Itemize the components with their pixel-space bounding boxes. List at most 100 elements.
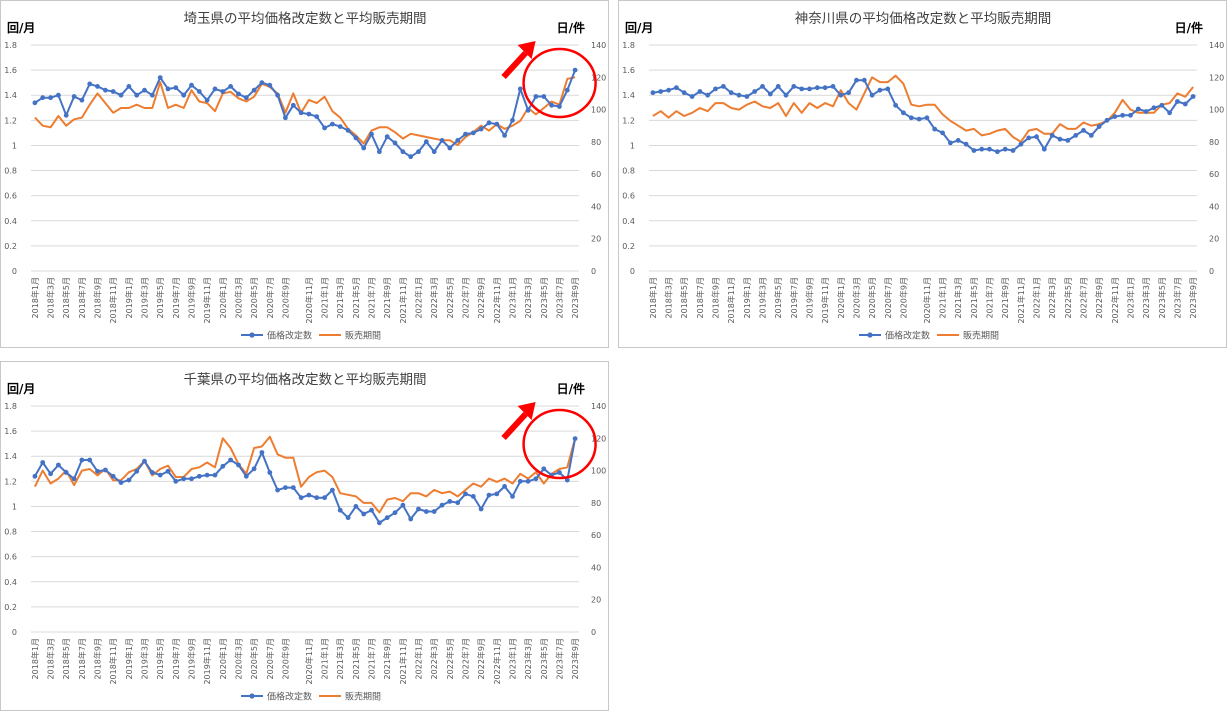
price-revisions-point [564,87,570,93]
price-revisions-point [361,511,367,517]
x-tick-label: 2019年11月 [202,277,212,324]
price-revisions-point [126,84,132,89]
x-tick-label: 2020年5月 [867,277,877,318]
price-revisions-point [400,502,406,508]
price-revisions-point [533,476,539,482]
price-revisions-point [71,94,77,99]
x-tick-label: 2023年5月 [1157,277,1167,318]
x-tick-label: 2019年11月 [202,638,212,685]
price-revisions-point [807,86,812,92]
y-left-tick-label: 1.6 [4,427,17,436]
price-revisions-point [181,476,187,482]
price-revisions-point [275,487,280,493]
price-revisions-point [705,92,711,98]
x-tick-label: 2020年5月 [249,638,259,679]
price-revisions-point [885,86,891,92]
price-revisions-point [95,468,100,474]
y-left-tick-label: 1.6 [622,66,635,75]
x-tick-label: 2021年5月 [351,277,361,318]
price-revisions-line [34,438,577,524]
price-revisions-line [34,69,577,158]
y-left-tick-label: 1 [12,502,17,511]
price-revisions-point [948,140,953,146]
price-revisions-point [1182,101,1188,107]
price-revisions-point [971,148,977,153]
price-revisions-point [149,470,155,475]
price-revisions-point [369,507,374,513]
price-revisions-point [901,110,906,116]
x-tick-label: 2022年5月 [445,277,455,318]
price-revisions-point [963,141,969,147]
price-revisions-point [1135,106,1141,112]
legend-price-revisions-marker [249,693,255,699]
highlight-arrow-shaft [501,411,528,441]
y-right-tick-label: 120 [1209,73,1224,82]
x-tick-label: 2022年1月 [414,277,424,318]
price-revisions-point [1057,136,1063,142]
price-revisions-point [736,92,742,98]
x-tick-label: 2020年9月 [280,277,290,318]
x-tick-label: 2022年11月 [492,638,502,685]
price-revisions-point [494,121,500,127]
chart-title: 埼玉県の平均価格改定数と平均販売期間 [184,11,427,27]
x-tick-label: 2021年3月 [335,638,345,679]
x-tick-label: 2018年11月 [108,277,118,324]
price-revisions-point [63,470,69,475]
price-revisions-point [220,463,226,469]
price-revisions-point [689,94,695,99]
x-tick-label: 2021年1月 [320,638,330,679]
x-tick-label: 2018年9月 [711,277,721,318]
price-revisions-point [243,95,249,101]
price-revisions-point [384,134,390,140]
x-tick-label: 2019年9月 [186,638,196,679]
price-revisions-point [228,84,234,89]
price-revisions-point [259,80,265,86]
y-left-tick-label: 0.6 [4,553,17,562]
price-revisions-point [32,473,38,479]
price-revisions-point [353,504,359,509]
x-tick-label: 2021年1月 [938,277,948,318]
price-revisions-point [1143,109,1149,114]
price-revisions-point [502,133,507,138]
price-revisions-point [517,86,523,92]
x-tick-label: 2021年9月 [382,638,392,679]
y-right-tick-label: 60 [591,170,601,179]
x-tick-label: 2019年1月 [124,638,134,679]
highlight-circle [522,47,597,119]
x-tick-label: 2022年5月 [1063,277,1073,318]
price-revisions-point [142,87,147,93]
price-revisions-point [142,458,147,464]
price-revisions-point [228,457,234,463]
x-tick-label: 2019年3月 [758,277,768,318]
y-left-tick-label: 1.2 [622,116,635,125]
price-revisions-point [525,107,531,113]
x-tick-label: 2020年7月 [265,638,275,679]
legend-price-revisions-label: 価格改定数 [267,691,312,703]
price-revisions-point [439,502,445,508]
price-revisions-point [854,77,859,83]
price-revisions-point [306,111,312,117]
price-revisions-point [791,84,797,89]
price-revisions-point [63,112,69,118]
y-left-tick-label: 1.4 [622,91,635,100]
price-revisions-point [204,97,210,103]
price-revisions-point [330,121,335,127]
x-tick-label: 2022年9月 [476,277,486,318]
price-revisions-point [259,450,265,455]
y-right-tick-label: 20 [591,235,601,244]
price-revisions-point [290,485,296,490]
legend-sale-period-label: 販売期間 [345,691,381,703]
legend-sale-period-label: 販売期間 [963,330,999,342]
y-left-tick-label: 1 [630,141,635,150]
price-revisions-point [181,92,187,98]
price-revisions-point [830,84,836,89]
price-revisions-point [165,86,171,92]
price-revisions-point [423,139,429,145]
price-revisions-point [932,126,938,132]
x-tick-label: 2019年5月 [155,277,165,318]
x-tick-label: 2022年3月 [1047,277,1057,318]
x-tick-label: 2023年3月 [523,277,533,318]
price-revisions-point [87,81,93,87]
price-revisions-point [1088,133,1094,138]
price-revisions-point [470,494,476,499]
